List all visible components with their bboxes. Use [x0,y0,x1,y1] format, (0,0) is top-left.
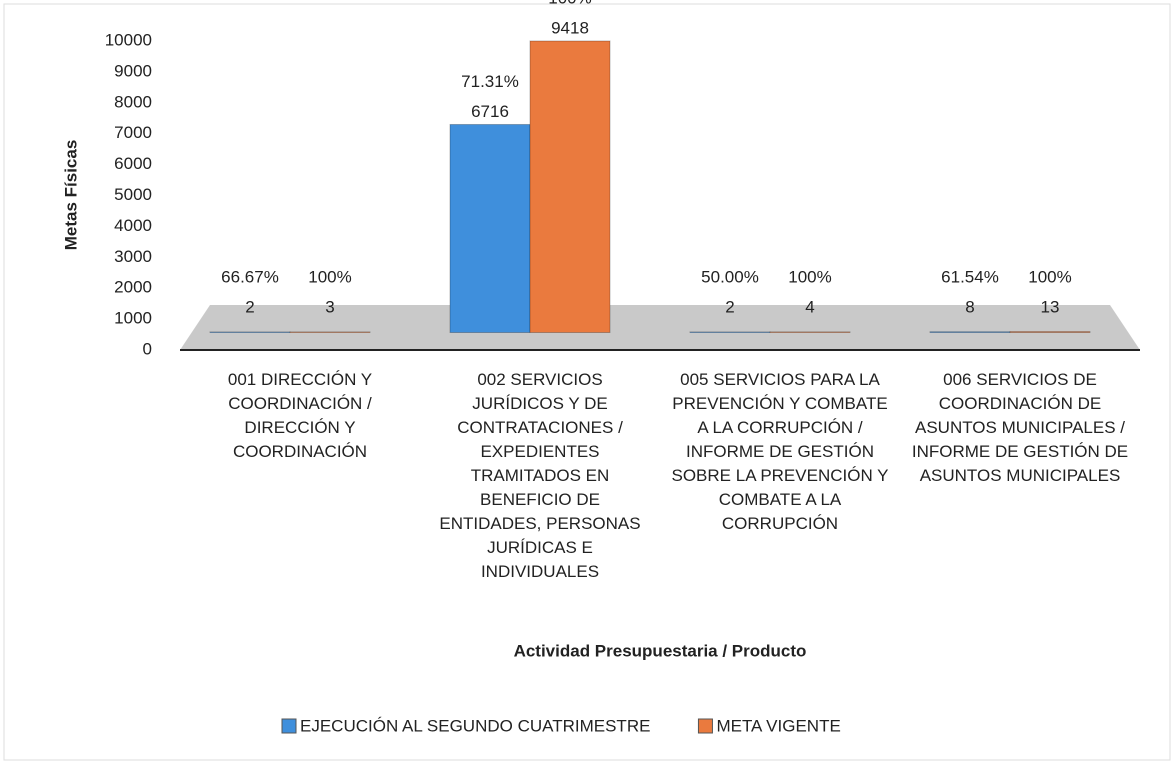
percent-label: 100% [308,267,351,286]
legend-label: META VIGENTE [716,716,840,735]
y-tick-label: 1000 [114,309,152,328]
value-label: 4 [805,297,814,316]
legend-swatch [281,718,297,734]
bar [289,331,371,333]
y-tick-label: 6000 [114,154,152,173]
x-tick-label: 002 SERVICIOS JURÍDICOS Y DE CONTRATACIO… [439,370,641,581]
legend-label: EJECUCIÓN AL SEGUNDO CUATRIMESTRE [300,716,650,735]
frame [3,3,1171,761]
percent-label: 100% [788,267,831,286]
percent-label: 71.31% [461,72,519,91]
value-label: 13 [1041,297,1060,316]
value-label: 9418 [551,18,589,37]
bar [929,331,1011,334]
y-tick-label: 0 [143,339,152,358]
y-tick-label: 8000 [114,92,152,111]
y-tick-label: 5000 [114,185,152,204]
value-label: 2 [725,297,734,316]
x-axis-title: Actividad Presupuestaria / Producto [514,641,807,660]
bar [689,331,771,334]
percent-label: 50.00% [701,267,759,286]
bar [769,331,851,334]
percent-label: 100% [1028,267,1071,286]
value-label: 2 [245,297,254,316]
y-tick-label: 2000 [114,278,152,297]
value-label: 8 [965,297,974,316]
y-tick-label: 9000 [114,61,152,80]
legend-swatch [697,718,713,734]
percent-label: 61.54% [941,267,999,286]
percent-label: 66.67% [221,267,279,286]
value-label: 6716 [471,102,509,121]
x-tick-label: 006 SERVICIOS DE COORDINACIÓN DE ASUNTOS… [911,370,1129,485]
bar [209,331,291,334]
bar [1009,331,1091,333]
bar [529,40,611,334]
y-tick-label: 3000 [114,247,152,266]
value-label: 3 [325,297,334,316]
floor [180,305,1140,350]
y-tick-label: 7000 [114,123,152,142]
x-tick-label: 005 SERVICIOS PARA LA PREVENCIÓN Y COMBA… [671,370,889,533]
y-axis-title: Metas Físicas [61,140,80,251]
percent-label: 100% [548,0,591,7]
bar [449,123,531,333]
y-tick-label: 4000 [114,216,152,235]
y-tick-label: 10000 [105,30,152,49]
x-tick-label: 001 DIRECCIÓN Y COORDINACIÓN / DIRECCIÓN… [227,370,373,461]
